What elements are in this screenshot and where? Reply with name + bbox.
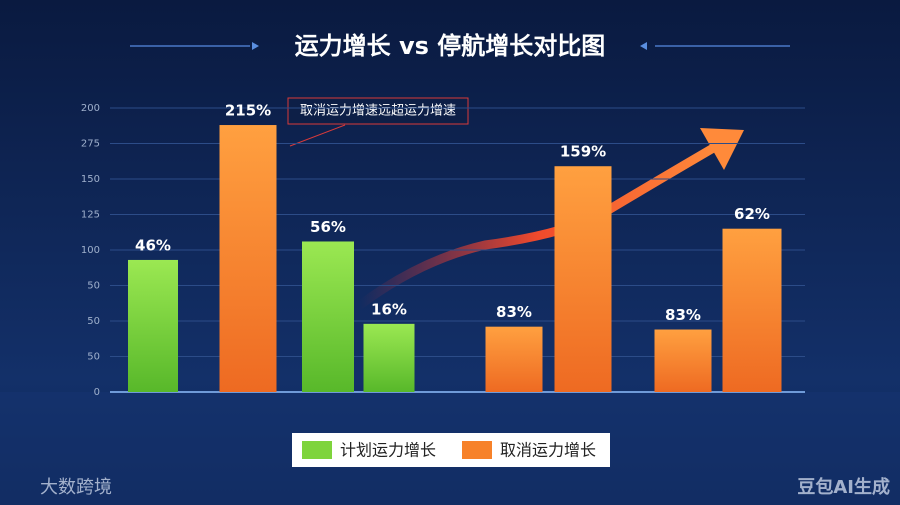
bar xyxy=(363,323,415,392)
y-tick-label: 100 xyxy=(81,245,100,256)
annotation-box xyxy=(287,97,469,125)
y-tick-label: 150 xyxy=(81,174,100,185)
bar xyxy=(302,241,354,392)
legend-box xyxy=(292,433,610,467)
bar xyxy=(485,326,543,392)
chart-title: 运力增长 vs 停航增长对比图 xyxy=(295,32,606,60)
data-label: 215% xyxy=(225,102,271,120)
y-tick-label: 125 xyxy=(81,210,100,221)
watermark: 豆包AI生成 xyxy=(797,476,890,498)
legend: 计划运力增长 取消运力增长 xyxy=(302,441,596,460)
annotation-line xyxy=(289,124,346,147)
plot: 0 50 50 50 100 125 150 275 200 46% 56% 16% 215% 83% 15… xyxy=(81,102,805,398)
bar xyxy=(128,259,178,392)
y-tick-label: 50 xyxy=(87,281,100,292)
data-label: 83% xyxy=(665,306,701,324)
legend-swatch xyxy=(462,441,492,459)
watermark: 大数跨境 xyxy=(40,477,112,498)
bar xyxy=(654,329,712,392)
bar xyxy=(554,166,612,392)
data-label: 159% xyxy=(560,143,606,161)
y-tick-label: 275 xyxy=(81,139,100,150)
annotation: 取消运力增速远超运力增速 xyxy=(300,104,456,119)
bar xyxy=(219,125,277,392)
legend-label: 取消运力增长 xyxy=(500,441,596,460)
data-label: 62% xyxy=(734,205,770,223)
data-label: 56% xyxy=(310,218,346,236)
y-tick-label: 200 xyxy=(81,103,100,114)
data-label: 83% xyxy=(496,303,532,321)
trend-arrow xyxy=(355,142,720,310)
y-tick-label: 50 xyxy=(87,352,100,363)
bar xyxy=(722,228,782,392)
legend-label: 计划运力增长 xyxy=(340,441,436,460)
y-tick-label: 50 xyxy=(87,316,100,327)
y-tick-label: 0 xyxy=(94,387,100,398)
legend-swatch xyxy=(302,441,332,459)
trend-arrow-head xyxy=(700,128,744,170)
data-label: 46% xyxy=(135,236,171,254)
data-label: 16% xyxy=(371,300,407,318)
